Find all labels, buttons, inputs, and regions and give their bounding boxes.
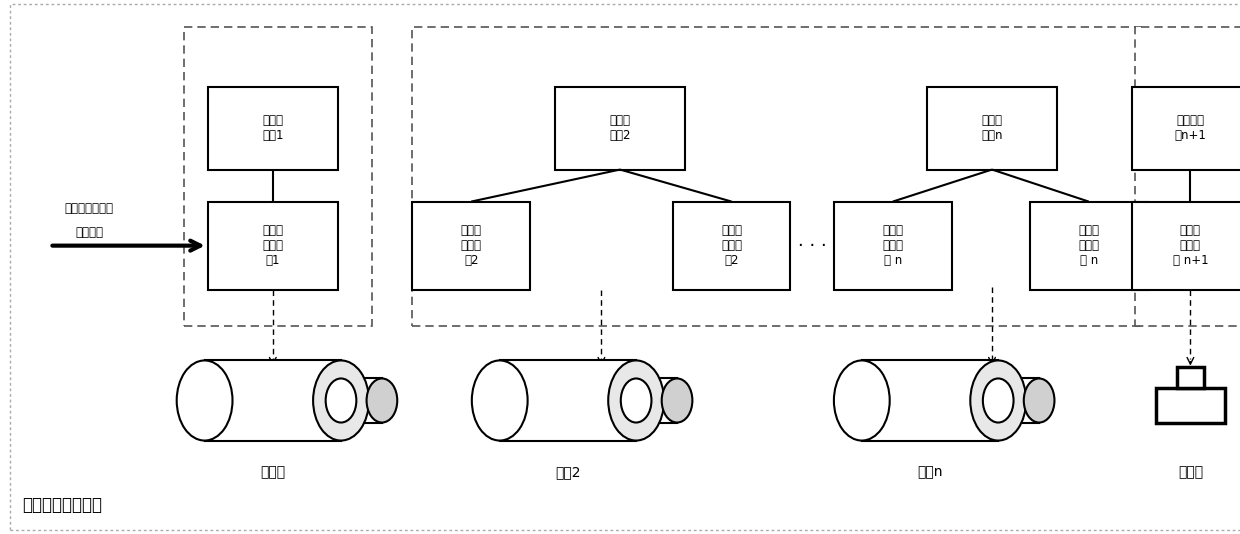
Ellipse shape [621, 379, 651, 422]
Bar [862, 360, 998, 441]
Text: 关节控
制剨2: 关节控 制剨2 [609, 114, 631, 142]
Text: · · ·: · · · [797, 237, 827, 255]
Bar [998, 379, 1039, 422]
Bar [412, 201, 531, 289]
Text: 航天器或空间站: 航天器或空间站 [64, 202, 114, 215]
Bar [1135, 27, 1240, 326]
Text: 关节控
制器1: 关节控 制器1 [262, 114, 284, 142]
Bar [500, 360, 636, 441]
Text: 可重构空间机械臂: 可重构空间机械臂 [22, 496, 103, 514]
Ellipse shape [609, 360, 665, 441]
Text: 无线能
量发射
端 n: 无线能 量发射 端 n [1079, 224, 1099, 267]
Bar [205, 360, 341, 441]
Bar [208, 201, 337, 289]
Text: 关节控制
器n+1: 关节控制 器n+1 [1174, 114, 1207, 142]
Text: 首关节: 首关节 [260, 466, 285, 480]
Ellipse shape [472, 360, 528, 441]
Ellipse shape [1024, 379, 1054, 422]
Ellipse shape [833, 360, 889, 441]
Bar [833, 201, 952, 289]
Bar [1131, 87, 1240, 170]
Text: 电源输入: 电源输入 [76, 226, 103, 239]
Bar [208, 87, 337, 170]
Bar [1131, 201, 1240, 289]
Ellipse shape [177, 360, 233, 441]
Ellipse shape [971, 360, 1027, 441]
Bar [1177, 367, 1204, 389]
Bar [672, 201, 791, 289]
Bar [928, 87, 1058, 170]
Bar [1156, 389, 1225, 423]
Ellipse shape [983, 379, 1013, 422]
Text: 无线能
量接收
端2: 无线能 量接收 端2 [461, 224, 481, 267]
Ellipse shape [312, 360, 370, 441]
Text: 关节控
制器n: 关节控 制器n [981, 114, 1003, 142]
Bar [341, 379, 382, 422]
Text: 无线能
量发射
端2: 无线能 量发射 端2 [722, 224, 742, 267]
Text: 未关节: 未关节 [1178, 466, 1203, 480]
Bar [1029, 201, 1147, 289]
Ellipse shape [326, 379, 356, 422]
Bar [412, 27, 1141, 326]
Ellipse shape [662, 379, 692, 422]
Ellipse shape [367, 379, 397, 422]
Bar [636, 379, 677, 422]
Text: 无线能
量接收
端 n+1: 无线能 量接收 端 n+1 [1173, 224, 1208, 267]
Bar [184, 27, 372, 326]
Bar [556, 87, 684, 170]
Text: 无线能
量接收
端 n: 无线能 量接收 端 n [883, 224, 903, 267]
Text: 无线能
量发射
端1: 无线能 量发射 端1 [263, 224, 283, 267]
Text: 关节2: 关节2 [556, 466, 580, 480]
Text: 关节n: 关节n [918, 466, 942, 480]
